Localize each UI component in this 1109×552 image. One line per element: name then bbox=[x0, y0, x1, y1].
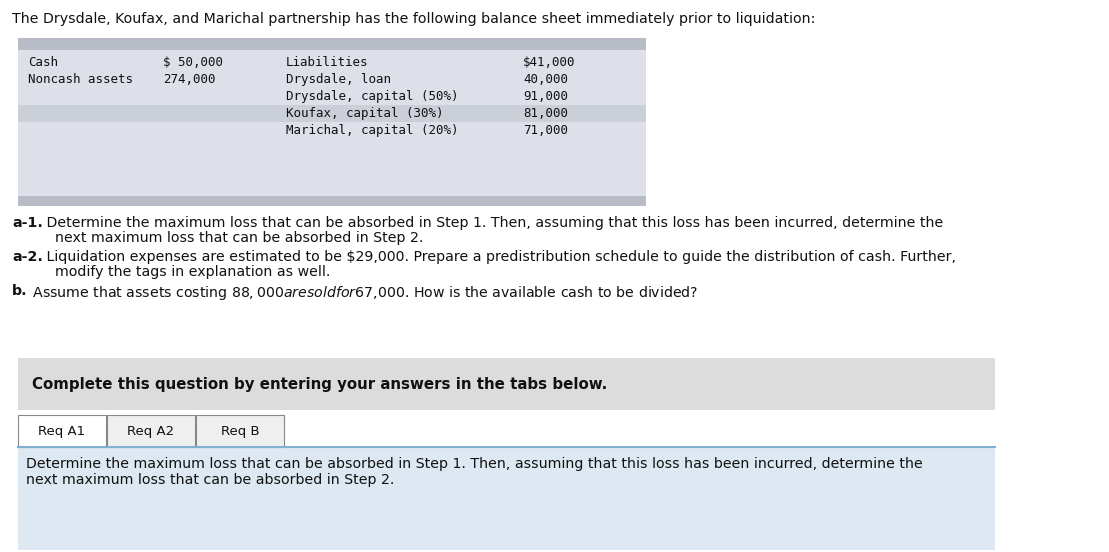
Text: Liquidation expenses are estimated to be $29,000. Prepare a predistribution sche: Liquidation expenses are estimated to be… bbox=[42, 250, 956, 264]
Text: Req A1: Req A1 bbox=[39, 424, 85, 438]
Bar bbox=[18, 358, 995, 410]
Text: b.: b. bbox=[12, 284, 28, 298]
Text: Determine the maximum loss that can be absorbed in Step 1. Then, assuming that t: Determine the maximum loss that can be a… bbox=[42, 216, 944, 230]
Bar bbox=[18, 415, 106, 447]
Text: $ 50,000: $ 50,000 bbox=[163, 56, 223, 69]
Bar bbox=[18, 38, 647, 50]
Bar bbox=[18, 38, 647, 206]
Text: 71,000: 71,000 bbox=[523, 124, 568, 137]
Text: modify the tags in explanation as well.: modify the tags in explanation as well. bbox=[55, 265, 330, 279]
Bar bbox=[196, 415, 284, 447]
Text: next maximum loss that can be absorbed in Step 2.: next maximum loss that can be absorbed i… bbox=[26, 473, 395, 487]
Text: a-1.: a-1. bbox=[12, 216, 43, 230]
Text: Koufax, capital (30%): Koufax, capital (30%) bbox=[286, 107, 444, 120]
Bar bbox=[18, 196, 647, 206]
Text: a-2.: a-2. bbox=[12, 250, 43, 264]
Text: Marichal, capital (20%): Marichal, capital (20%) bbox=[286, 124, 458, 137]
Text: The Drysdale, Koufax, and Marichal partnership has the following balance sheet i: The Drysdale, Koufax, and Marichal partn… bbox=[12, 12, 815, 26]
Text: Assume that assets costing $88,000 are sold for $67,000. How is the available ca: Assume that assets costing $88,000 are s… bbox=[28, 284, 699, 302]
Bar bbox=[106, 415, 195, 447]
Text: Determine the maximum loss that can be absorbed in Step 1. Then, assuming that t: Determine the maximum loss that can be a… bbox=[26, 457, 923, 471]
Text: next maximum loss that can be absorbed in Step 2.: next maximum loss that can be absorbed i… bbox=[55, 231, 424, 245]
Text: Req A2: Req A2 bbox=[128, 424, 174, 438]
Text: Complete this question by entering your answers in the tabs below.: Complete this question by entering your … bbox=[32, 376, 608, 391]
Bar bbox=[18, 105, 647, 122]
Text: Cash: Cash bbox=[28, 56, 58, 69]
Text: Req B: Req B bbox=[221, 424, 260, 438]
Bar bbox=[18, 447, 995, 550]
Text: 91,000: 91,000 bbox=[523, 90, 568, 103]
Text: Drysdale, capital (50%): Drysdale, capital (50%) bbox=[286, 90, 458, 103]
Text: 40,000: 40,000 bbox=[523, 73, 568, 86]
Text: Liabilities: Liabilities bbox=[286, 56, 368, 69]
Text: Drysdale, loan: Drysdale, loan bbox=[286, 73, 391, 86]
Text: 81,000: 81,000 bbox=[523, 107, 568, 120]
Text: $41,000: $41,000 bbox=[523, 56, 576, 69]
Text: 274,000: 274,000 bbox=[163, 73, 215, 86]
Text: Noncash assets: Noncash assets bbox=[28, 73, 133, 86]
